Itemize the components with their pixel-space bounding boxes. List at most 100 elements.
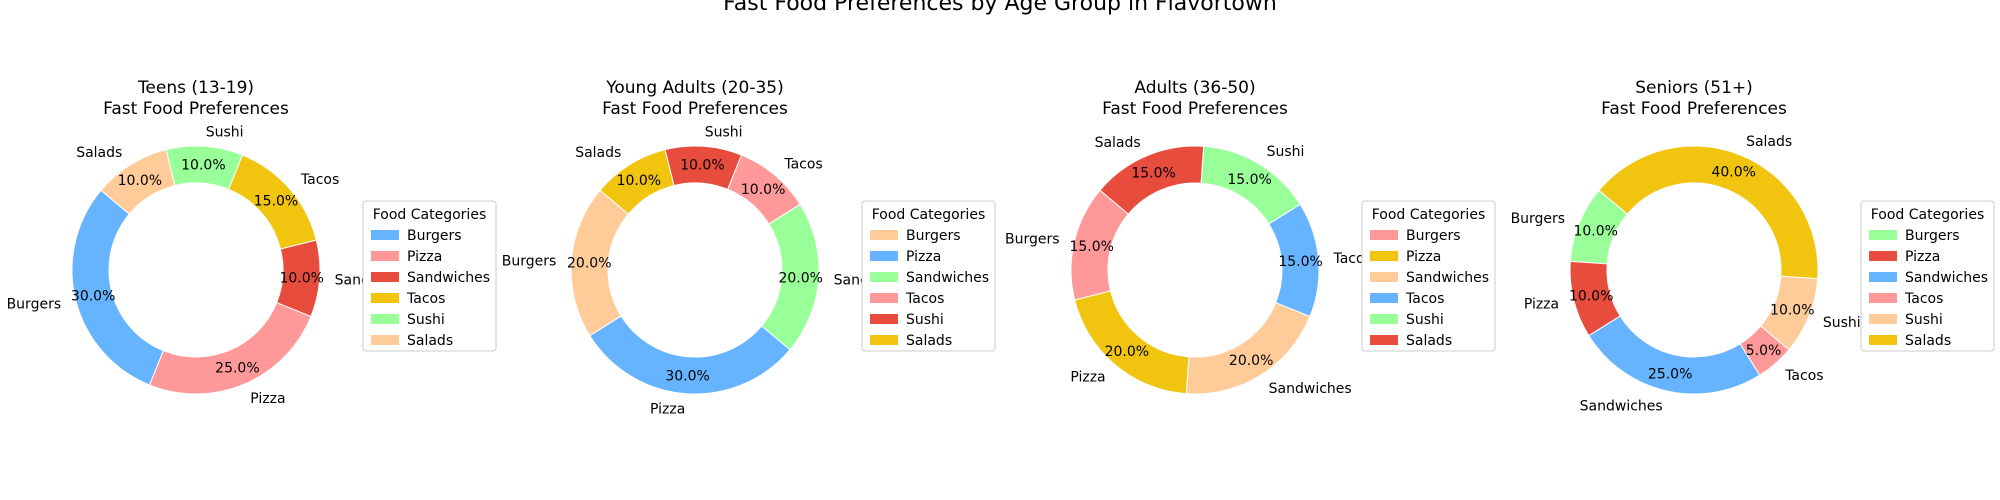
chart-subtitle: Fast Food Preferences <box>602 99 788 119</box>
slice-label: Tacos <box>300 172 339 188</box>
slice-label: Pizza <box>1524 297 1559 313</box>
legend-swatch <box>870 251 898 261</box>
slice-label: Salads <box>76 145 122 161</box>
slice-label: Tacos <box>1784 368 1823 384</box>
legend-swatch <box>1869 293 1897 303</box>
chart-subtitle: Fast Food Preferences <box>1102 99 1288 119</box>
slice-label: Sushi <box>1267 144 1305 160</box>
chart-title: Young Adults (20-35) <box>605 78 783 98</box>
legend-entry-label: Pizza <box>906 249 941 265</box>
legend-entry-label: Pizza <box>1406 249 1441 265</box>
legend-entry-label: Salads <box>906 333 952 349</box>
legend-swatch <box>371 272 399 282</box>
slice-percent-label: 10.0% <box>181 157 225 173</box>
figure-title: Fast Food Preferences by Age Group in Fl… <box>723 0 1277 16</box>
slice-label: Pizza <box>1070 369 1105 385</box>
slice-label: Salads <box>575 145 621 161</box>
legend-swatch <box>371 314 399 324</box>
donut-slice-pizza <box>148 301 312 395</box>
donut-slice-burgers <box>71 189 165 386</box>
slice-label: Burgers <box>1511 211 1566 227</box>
slice-percent-label: 15.0% <box>1278 254 1322 270</box>
slice-percent-label: 10.0% <box>617 173 661 189</box>
slice-percent-label: 25.0% <box>1648 366 1692 382</box>
slice-label: Sushi <box>206 124 244 140</box>
legend-entry-label: Sushi <box>407 312 445 328</box>
slice-label: Sandwiches <box>1269 381 1352 397</box>
legend-entry-label: Tacos <box>406 291 445 307</box>
slice-label: Burgers <box>1005 232 1060 248</box>
legend-entry-label: Sushi <box>1406 312 1444 328</box>
slice-percent-label: 20.0% <box>1229 353 1273 369</box>
slice-percent-label: 10.0% <box>118 173 162 189</box>
slice-percent-label: 10.0% <box>1770 303 1814 319</box>
legend-entry-label: Burgers <box>1406 228 1461 244</box>
slice-percent-label: 10.0% <box>680 157 724 173</box>
legend-swatch <box>1869 314 1897 324</box>
slice-percent-label: 15.0% <box>1227 172 1271 188</box>
slice-label: Sandwiches <box>1580 398 1663 414</box>
legend-swatch <box>1370 230 1398 240</box>
slice-label: Salads <box>1746 134 1792 150</box>
slice-label: Pizza <box>650 402 685 418</box>
legend-swatch <box>371 293 399 303</box>
donut-slice-salads <box>1099 145 1205 215</box>
legend-entry-label: Tacos <box>905 291 944 307</box>
legend-entry-label: Sandwiches <box>906 270 989 286</box>
legend-entry-label: Burgers <box>407 228 462 244</box>
legend-swatch <box>1370 251 1398 261</box>
legend-swatch <box>1370 293 1398 303</box>
legend-entry-label: Salads <box>1905 333 1951 349</box>
legend-entry-label: Sandwiches <box>1406 270 1489 286</box>
slice-label: Burgers <box>502 253 557 269</box>
slice-percent-label: 10.0% <box>279 270 323 286</box>
slice-percent-label: 20.0% <box>1105 344 1149 360</box>
slice-label: Pizza <box>250 391 285 407</box>
slice-label: Sushi <box>705 124 743 140</box>
slice-percent-label: 10.0% <box>741 182 785 198</box>
legend-entry-label: Sandwiches <box>407 270 490 286</box>
legend-entry-label: Burgers <box>1905 228 1960 244</box>
legend-swatch <box>870 272 898 282</box>
slice-label: Sushi <box>1823 315 1861 331</box>
slice-percent-label: 15.0% <box>1069 239 1113 255</box>
slice-percent-label: 15.0% <box>254 193 298 209</box>
legend-swatch <box>1869 251 1897 261</box>
chart-subtitle: Fast Food Preferences <box>103 99 289 119</box>
legend-swatch <box>870 230 898 240</box>
legend-entry-label: Sushi <box>1905 312 1943 328</box>
legend-swatch <box>870 293 898 303</box>
charts-group: Teens (13-19)Fast Food PreferencesBurger… <box>7 78 1995 418</box>
legend-entry-label: Tacos <box>1904 291 1943 307</box>
slice-percent-label: 30.0% <box>665 369 709 385</box>
legend-swatch <box>1370 314 1398 324</box>
donut-slice-salads <box>100 149 176 215</box>
legend-title: Food Categories <box>373 207 486 223</box>
donut-slice-salads <box>599 149 675 215</box>
legend-entry-label: Tacos <box>1405 291 1444 307</box>
donut-chart-4: Seniors (51+)Fast Food Preferences Burger… <box>1511 78 1995 414</box>
slice-percent-label: 20.0% <box>567 256 611 272</box>
slice-percent-label: 10.0% <box>1573 223 1617 239</box>
legend-swatch <box>1869 272 1897 282</box>
slice-label: Tacos <box>783 157 822 173</box>
slice-percent-label: 10.0% <box>1569 289 1613 305</box>
legend-entry-label: Burgers <box>906 228 961 244</box>
chart-legend: Food Categories Burgers Pizza Sandwiches Tac… <box>362 200 497 352</box>
legend-title: Food Categories <box>1871 207 1984 223</box>
legend-swatch <box>1370 335 1398 345</box>
slice-percent-label: 20.0% <box>778 270 822 286</box>
legend-entry-label: Salads <box>1406 333 1452 349</box>
chart-subtitle: Fast Food Preferences <box>1601 99 1787 119</box>
chart-title: Adults (36-50) <box>1134 78 1255 98</box>
donut-slice-sandwiches <box>1588 315 1761 395</box>
legend-title: Food Categories <box>1372 207 1485 223</box>
legend-swatch <box>371 230 399 240</box>
slice-label: Burgers <box>7 297 62 313</box>
legend-entry-label: Pizza <box>407 249 442 265</box>
donut-slice-salads <box>1598 145 1819 280</box>
slice-percent-label: 15.0% <box>1131 165 1175 181</box>
legend-swatch <box>371 335 399 345</box>
legend-entry-label: Sushi <box>906 312 944 328</box>
